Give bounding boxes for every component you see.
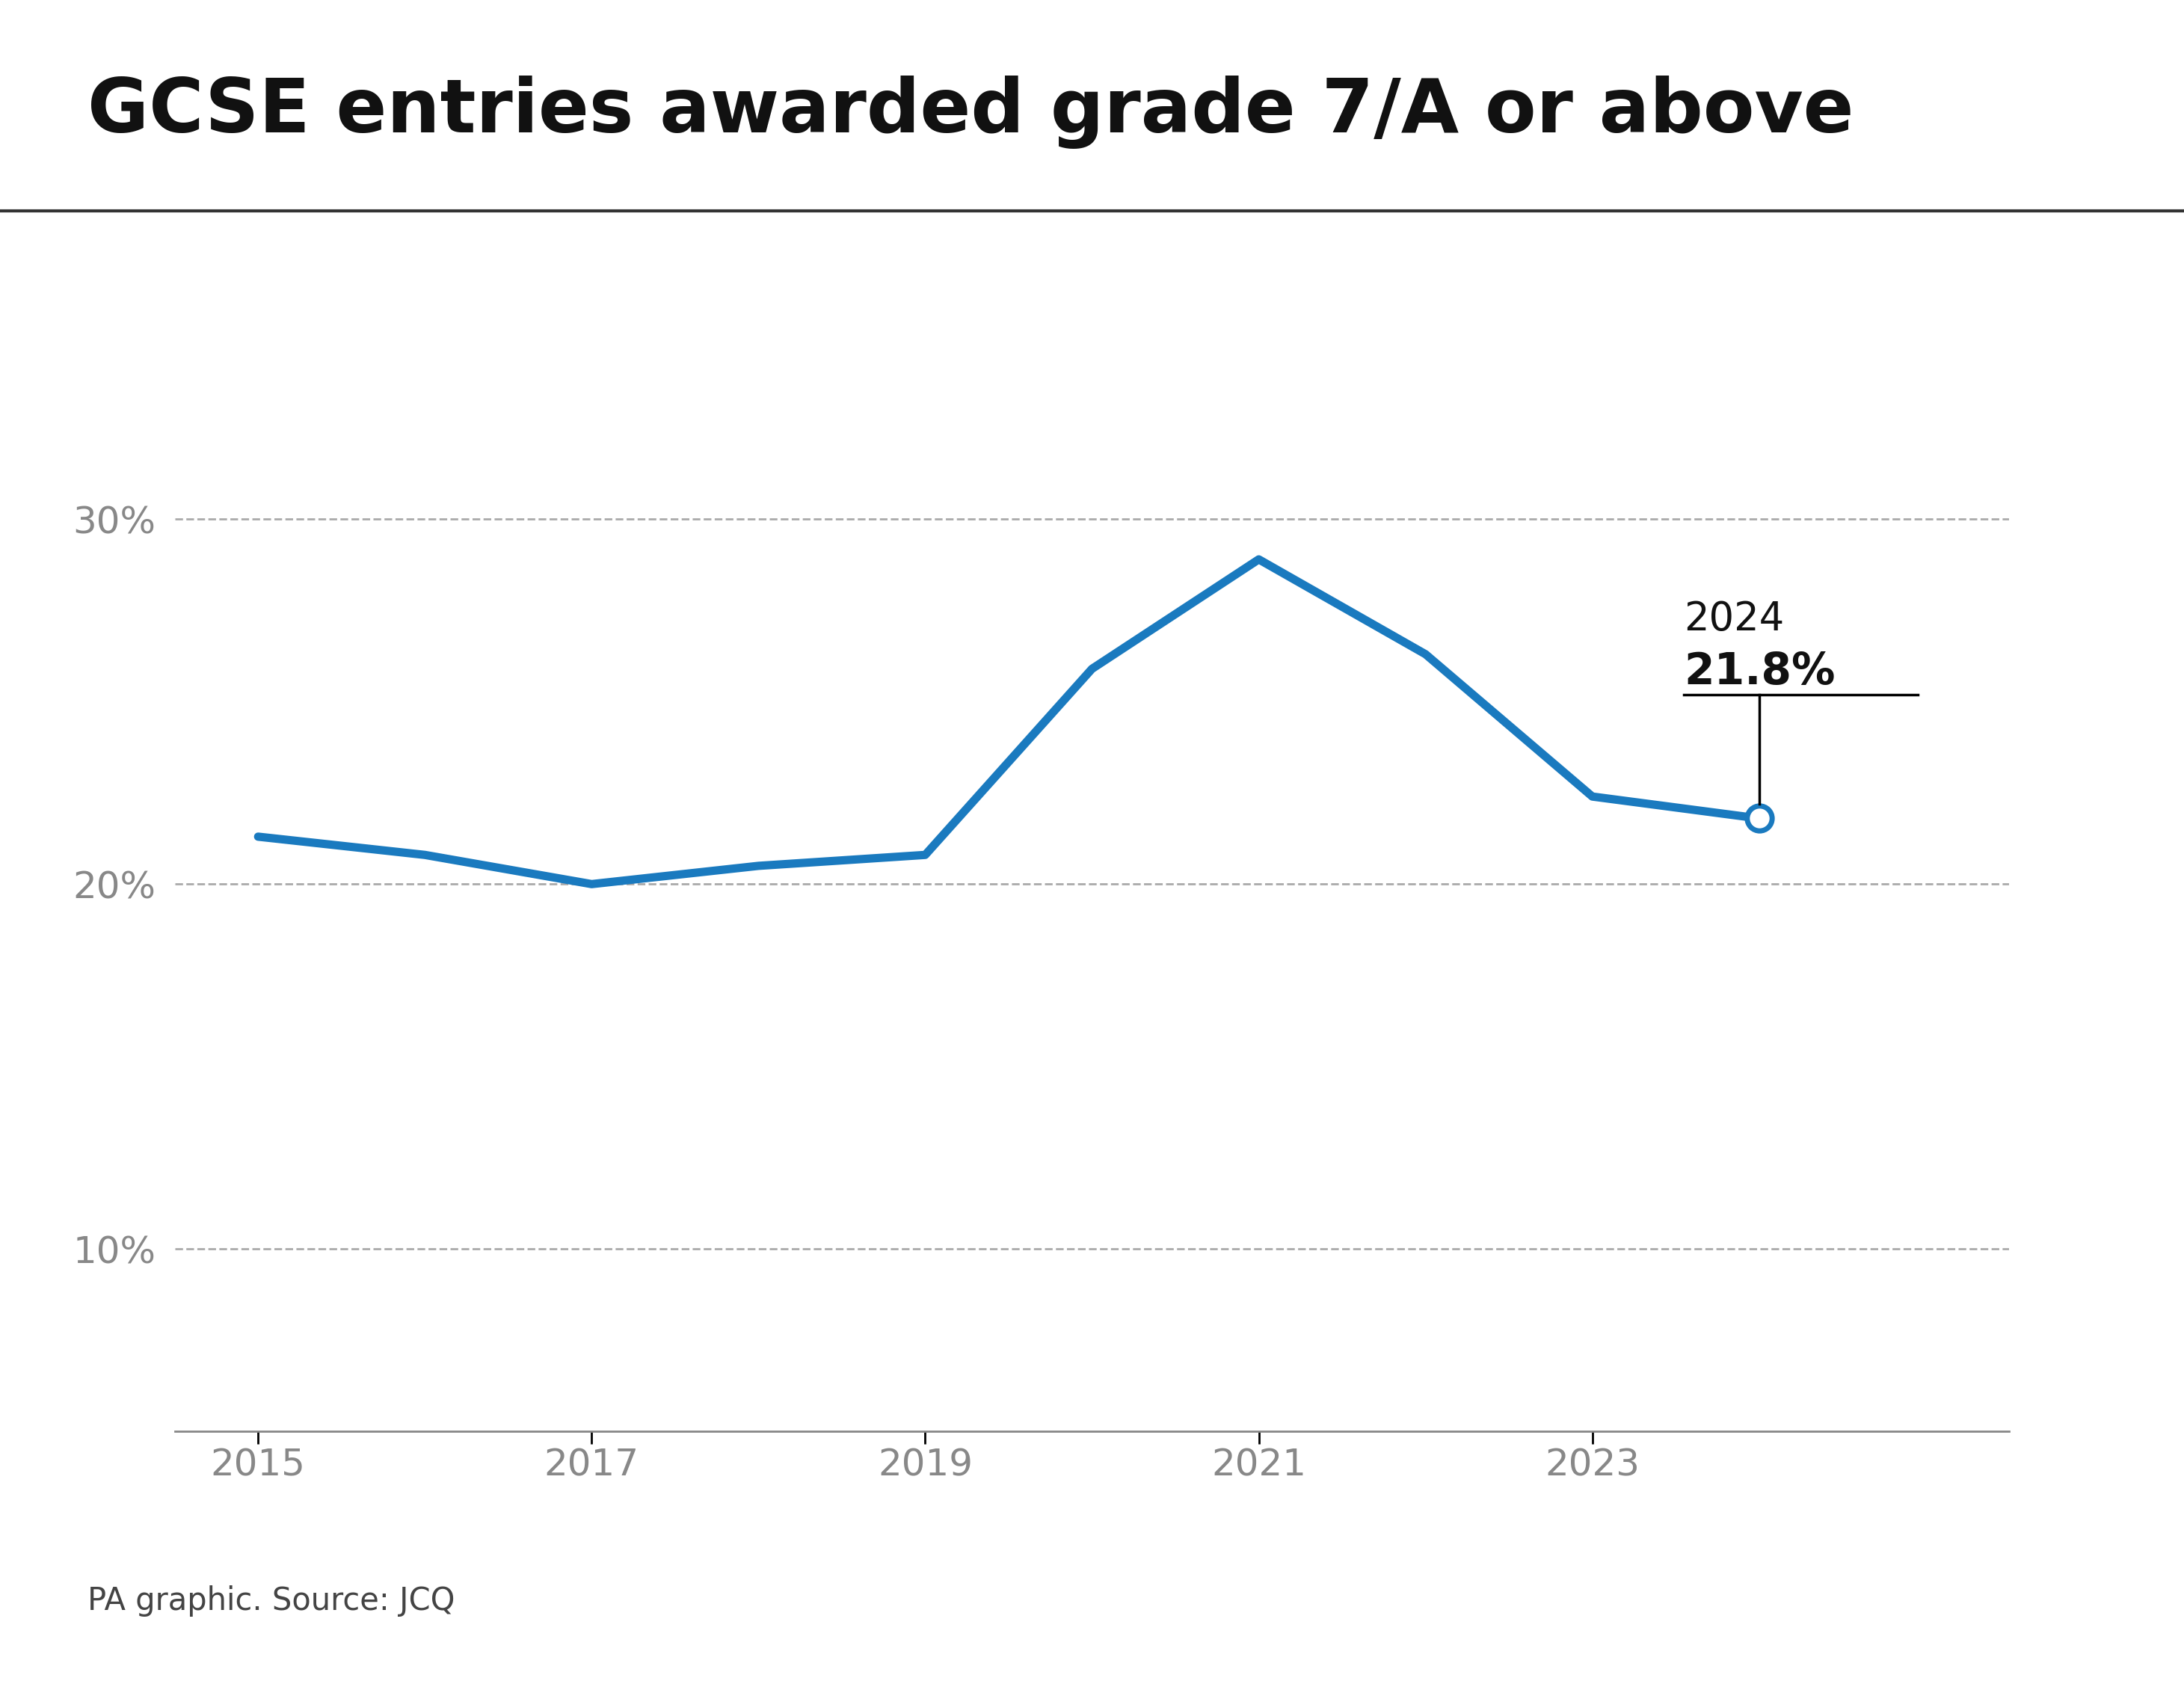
Text: 2024: 2024 (1684, 600, 1784, 638)
Text: PA graphic. Source: JCQ: PA graphic. Source: JCQ (87, 1585, 454, 1617)
Text: 21.8%: 21.8% (1684, 650, 1835, 694)
Text: GCSE entries awarded grade 7/A or above: GCSE entries awarded grade 7/A or above (87, 76, 1854, 150)
